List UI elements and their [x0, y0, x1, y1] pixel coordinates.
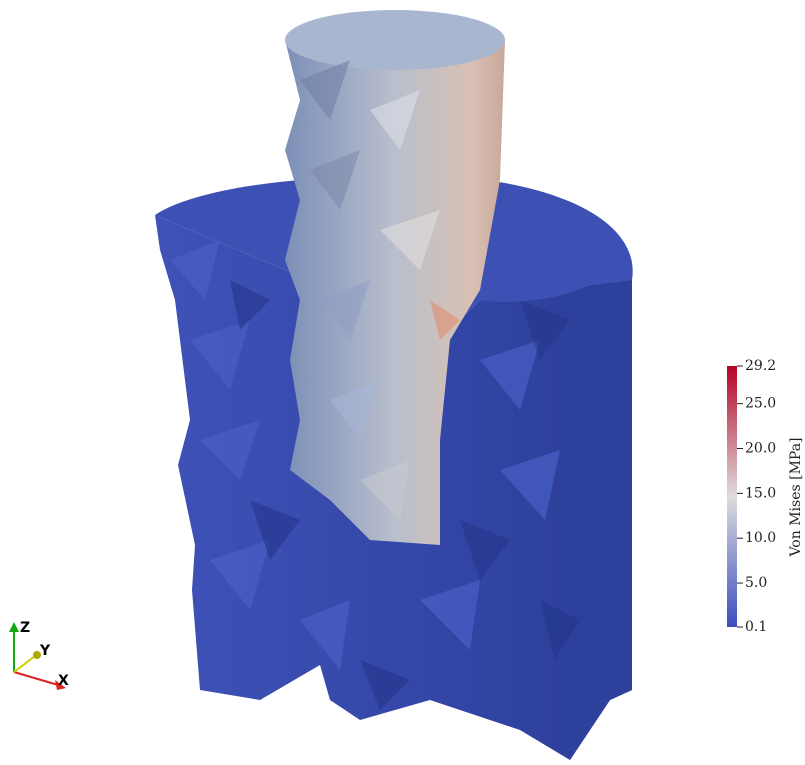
viewport: Von Mises [MPa] Z Y X 29.2 25.0 20.0 15.0 10…	[0, 0, 805, 765]
colorbar-title: Von Mises [MPa]	[788, 437, 804, 557]
colorbar-tick-label: 10.0	[745, 530, 776, 546]
column-top	[285, 10, 505, 70]
colorbar-tick-label: 5.0	[745, 575, 767, 591]
axis-label-z: Z	[20, 620, 30, 636]
colorbar-tick-label: 15.0	[745, 485, 776, 501]
colorbar-tick-label: 25.0	[745, 396, 776, 412]
axis-label-x: X	[58, 673, 69, 689]
colorbar-tick-label: 20.0	[745, 441, 776, 457]
axis-label-y: Y	[39, 643, 51, 659]
colorbar-tick-label: 0.1	[745, 619, 767, 635]
render-view: Von Mises [MPa] Z Y X 29.2 25.0 20.0 15.0 10…	[0, 0, 805, 765]
colorbar	[727, 366, 737, 627]
colorbar-tick-label: 29.2	[745, 358, 776, 374]
